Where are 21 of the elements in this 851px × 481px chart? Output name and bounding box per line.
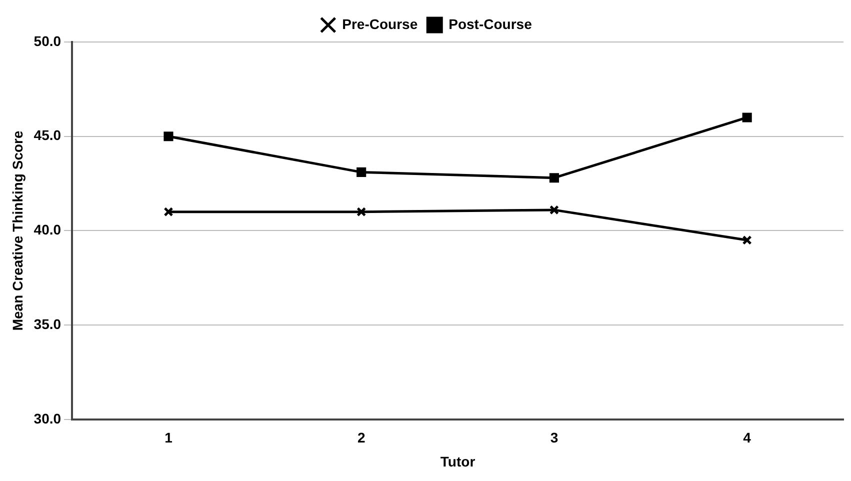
- legend-label: Post-Course: [448, 16, 532, 32]
- x-tick-label: 1: [164, 430, 173, 446]
- y-tick-label: 50.0: [34, 32, 62, 49]
- point: [549, 205, 559, 215]
- point: [356, 167, 366, 177]
- x-tick-label: 4: [743, 430, 752, 446]
- point: [742, 112, 752, 122]
- point: [549, 173, 559, 183]
- point: [356, 207, 366, 217]
- y-tick-label: 35.0: [34, 316, 62, 332]
- y-tick-label: 45.0: [34, 127, 62, 144]
- point: [164, 132, 174, 142]
- legend-label: Pre-Course: [342, 16, 418, 32]
- x-tick-label: 2: [357, 430, 366, 446]
- x-axis-title: Tutor: [440, 453, 476, 470]
- y-axis-title: Mean Creative Thinking Score: [9, 130, 26, 331]
- x-tick-label: 3: [550, 430, 558, 446]
- point: [742, 235, 752, 245]
- y-tick-label: 40.0: [34, 222, 62, 238]
- point: [164, 207, 174, 217]
- y-tick-label: 30.0: [34, 410, 62, 426]
